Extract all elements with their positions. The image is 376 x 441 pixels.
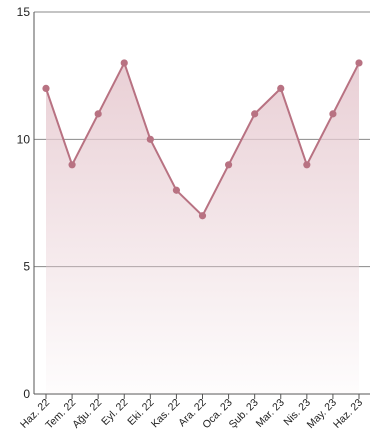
data-point [42, 84, 50, 92]
data-point [146, 135, 154, 143]
data-point [355, 59, 363, 67]
data-point [224, 161, 233, 169]
x-tick-label: Haz. 23 [331, 397, 365, 431]
x-tick-label: Şub. 23 [227, 397, 261, 431]
data-point [251, 110, 259, 118]
data-point [120, 59, 128, 67]
area-fill [46, 62, 359, 395]
y-tick-label: 0 [23, 387, 30, 401]
data-point [198, 212, 207, 220]
data-point [68, 161, 76, 169]
x-tick-label: Eyl. 22 [99, 397, 130, 428]
y-tick-label: 10 [17, 132, 31, 146]
x-tick-label: Kas. 22 [149, 397, 183, 431]
x-tick-label: Mar. 23 [254, 397, 287, 430]
data-point [94, 110, 102, 118]
y-tick-label: 5 [23, 260, 30, 274]
data-point [303, 161, 311, 169]
data-point [329, 110, 337, 118]
data-points [42, 59, 363, 220]
y-axis-ticks: 0 5 10 15 [17, 5, 31, 401]
data-point [172, 186, 181, 194]
y-tick-label: 15 [17, 5, 31, 19]
data-point [277, 84, 285, 92]
x-tick-label: Ağu. 22 [70, 397, 104, 431]
